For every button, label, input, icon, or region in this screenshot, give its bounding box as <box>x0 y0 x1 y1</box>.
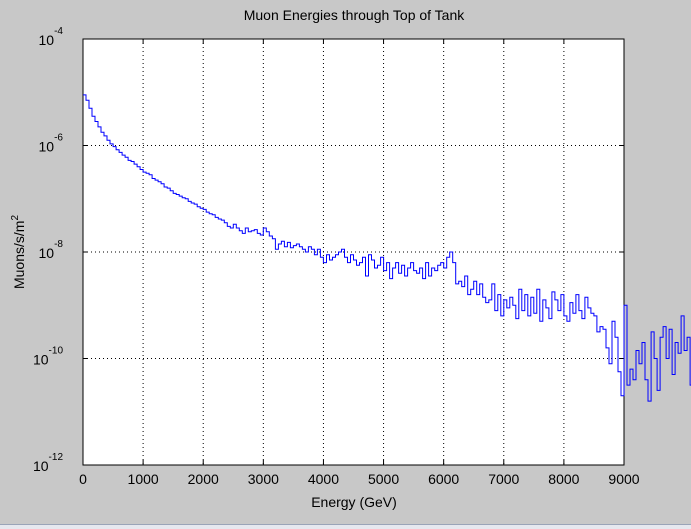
x-tick-label: 3000 <box>248 471 279 487</box>
x-tick-label: 5000 <box>368 471 399 487</box>
x-tick-label: 4000 <box>308 471 339 487</box>
x-tick-label: 0 <box>79 471 87 487</box>
y-tick-label: 10-8 <box>39 239 64 261</box>
x-tick-labels: 0 1000 2000 3000 4000 5000 6000 7000 8000 9000 <box>79 471 640 487</box>
y-tick-labels: 10-12 10-10 10-8 10-6 10-4 <box>33 26 63 474</box>
y-axis-label: Muons/s/m2 <box>10 215 27 289</box>
axis-ticks <box>82 38 625 466</box>
grid <box>83 39 624 465</box>
plot-area <box>83 39 624 465</box>
y-axis-label-base: Muons/s/m <box>11 221 27 289</box>
x-tick-label: 1000 <box>128 471 159 487</box>
x-tick-label: 2000 <box>188 471 219 487</box>
x-tick-label: 8000 <box>548 471 579 487</box>
y-tick-label: 10-6 <box>39 133 64 155</box>
x-tick-label: 7000 <box>488 471 519 487</box>
y-axis-label-exponent: 2 <box>10 215 21 221</box>
series-group <box>83 94 691 402</box>
chart-title: Muon Energies through Top of Tank <box>244 7 466 23</box>
y-tick-label: 10-10 <box>33 346 63 368</box>
x-axis-label: Energy (GeV) <box>311 494 397 510</box>
x-tick-label: 9000 <box>608 471 639 487</box>
series-line <box>83 94 691 402</box>
x-tick-label: 6000 <box>428 471 459 487</box>
y-tick-label: 10-12 <box>33 452 63 474</box>
window-bottom-edge <box>0 524 691 529</box>
y-tick-label: 10-4 <box>39 26 64 48</box>
